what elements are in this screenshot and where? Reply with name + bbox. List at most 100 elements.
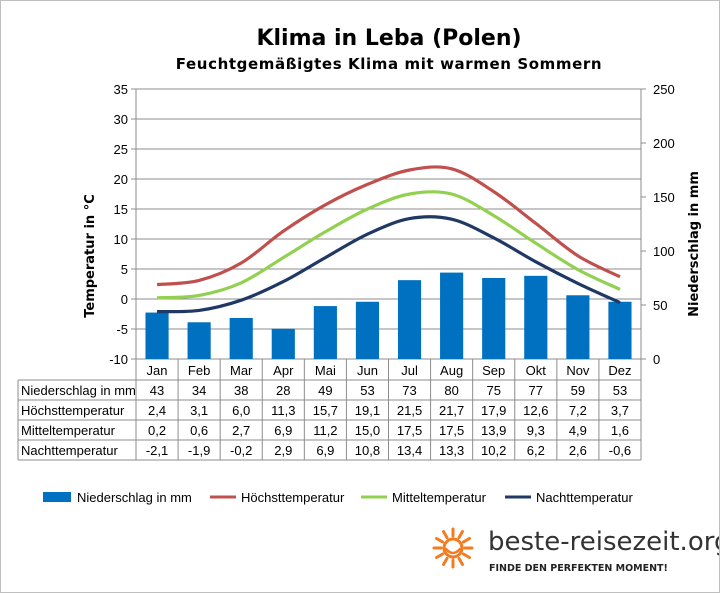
nachttemperatur-line [156,215,621,314]
table-cell: 11,3 [271,403,295,418]
table-cell: 2,7 [232,423,250,438]
y-left-tick-label: 25 [114,142,128,157]
sun-ray [457,556,464,566]
legend-item: Niederschlag in mm [43,490,192,505]
table-cell: -0,6 [609,443,631,458]
sun-ray [457,530,464,540]
table-cell: 17,5 [397,423,422,438]
x-tick-label: Jan [147,363,168,378]
table-cell: 53 [613,383,627,398]
y-right-tick-label: 0 [653,352,660,367]
table-cell: 13,4 [397,443,422,458]
table-cell: 17,9 [481,403,506,418]
table-cell: 34 [192,383,206,398]
y-right-tick-label: 150 [653,190,675,205]
x-tick-label: Sep [482,363,505,378]
y-left-tick-label: 30 [114,112,128,127]
y-left-tick-label: 10 [114,232,128,247]
x-tick-label: Mar [230,363,253,378]
table-cell: 73 [402,383,416,398]
legend-item: Höchsttemperatur [210,490,345,505]
brand-name: beste-reisezeit.org [488,527,719,557]
table-cell: 2,9 [274,443,292,458]
axes: -10 -5 0 5 10 15 20 25 30 35 0 50 100 150 200 250 [109,82,675,367]
legend-label: Höchsttemperatur [241,490,345,505]
precipitation-bar [313,306,337,359]
table-cell: 11,2 [313,423,337,438]
table-cell: 21,7 [439,403,464,418]
table-cell: 43 [150,383,164,398]
table-cell: 53 [360,383,374,398]
table-cell: -2,1 [146,443,168,458]
legend-label: Nachttemperatur [536,490,633,505]
legend-swatch [43,492,71,502]
sun-smile [444,547,462,555]
brand-tagline: FINDE DEN PERFEKTEN MOMENT! [489,563,668,574]
precipitation-bar [608,301,632,359]
gridlines [136,88,641,360]
sun-ray [442,530,449,540]
precipitation-bar [440,272,464,359]
table-cell: 3,7 [611,403,629,418]
table-cell: -0,2 [230,443,252,458]
precipitation-bar [355,301,380,359]
temperature-lines [156,165,621,314]
table-cell: 2,6 [569,443,587,458]
x-tick-label: Feb [188,363,210,378]
y-right-tick-label: 100 [653,244,675,259]
table-cell: 19,1 [355,403,380,418]
mitteltemperatur-line [156,190,621,300]
x-tick-label: Nov [566,363,590,378]
brand-logo[interactable]: beste-reisezeit.org FINDE DEN PERFEKTEN … [432,527,719,574]
legend-label: Mitteltemperatur [392,490,487,505]
table-cell: 75 [486,383,500,398]
table-row-header: Niederschlag in mm [21,383,136,398]
y-left-tick-label: 15 [114,202,128,217]
sun-disc [442,537,464,559]
table-cell: 9,3 [527,423,545,438]
legend-label: Niederschlag in mm [77,490,192,505]
x-tick-label: Apr [273,363,294,378]
y-right-tick-label: 200 [653,136,675,151]
table-cell: 4,9 [569,423,587,438]
precipitation-bar [271,328,295,359]
table-cell: 1,6 [611,423,629,438]
table-cell: 0,2 [148,423,166,438]
sun-ray [461,552,471,559]
precipitation-bar [566,295,590,359]
data-table: Jan Feb Mar Apr Mai Jun Jul Aug Sep Okt Nov Dez Nied… [17,359,642,461]
x-tick-label: Dez [608,363,631,378]
table-row-header: Nachttemperatur [21,443,118,458]
precipitation-bar [229,317,253,359]
y-right-tick-label: 50 [653,298,667,313]
table-cell: 28 [276,383,290,398]
y-left-tick-label: 20 [114,172,128,187]
y-left-tick-label: 5 [121,262,128,277]
table-cell: 0,6 [190,423,208,438]
table-cell: -1,9 [188,443,210,458]
y-axis-right-label: Niederschlag in mm [687,171,702,317]
table-cell: 38 [234,383,248,398]
table-cell: 12,6 [523,403,548,418]
y-left-tick-label: 0 [121,292,128,307]
x-tick-label: Mai [315,363,336,378]
precipitation-bars [145,272,632,359]
table-row-header: Höchsttemperatur [21,403,125,418]
sun-logo-icon [432,527,474,569]
table-cell: 10,2 [481,443,506,458]
chart-subtitle: Feuchtgemäßigtes Klima mit warmen Sommer… [176,55,602,73]
x-tick-label: Jun [357,363,378,378]
sun-ray [435,552,445,559]
table-cell: 80 [444,383,458,398]
precipitation-bar [524,275,548,359]
table-cell: 10,8 [355,443,380,458]
table-cell: 7,2 [569,403,587,418]
table-cell: 6,0 [232,403,250,418]
x-tick-label: Aug [440,363,463,378]
precipitation-bar [482,278,506,359]
höchsttemperatur-line [156,165,621,287]
precipitation-bar [397,280,422,359]
legend-item: Nachttemperatur [505,490,633,505]
table-cell: 15,7 [313,403,338,418]
